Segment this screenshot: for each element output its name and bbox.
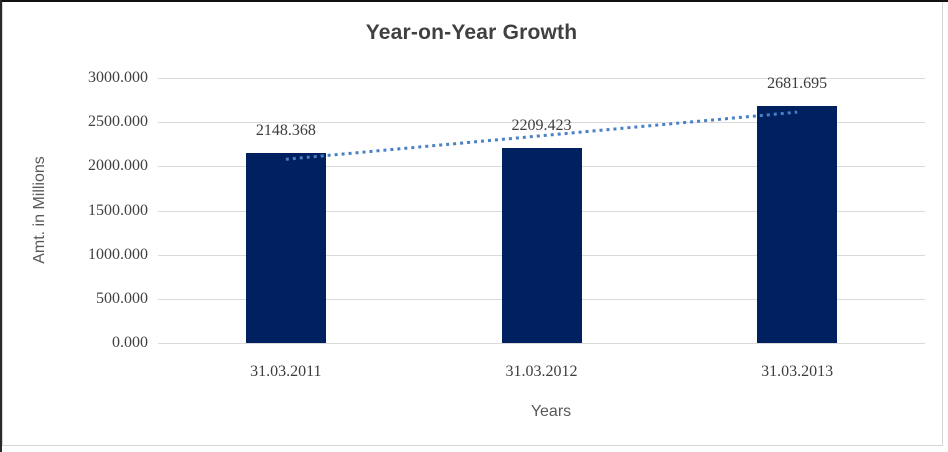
- y-tick-label: 3000.000: [88, 69, 148, 86]
- y-tick-label: 2500.000: [88, 113, 148, 131]
- bar-data-label: 2148.368: [255, 122, 316, 140]
- bar-data-label: 2681.695: [767, 75, 828, 93]
- x-category-label: 31.03.2013: [761, 363, 834, 380]
- y-tick-label: 1500.000: [88, 201, 148, 219]
- gridline: [158, 343, 925, 344]
- x-category-label: 31.03.2011: [250, 363, 322, 380]
- bar-data-label: 2209.423: [511, 116, 572, 134]
- x-category-label: 31.03.2012: [505, 363, 578, 380]
- gridline: [158, 78, 925, 79]
- window-left-border: [0, 0, 2, 452]
- chart-title: Year-on-Year Growth: [365, 21, 578, 44]
- x-axis-title: Years: [530, 403, 572, 420]
- y-tick-label: 500.000: [96, 289, 148, 307]
- y-tick-label: 2000.000: [88, 157, 148, 175]
- y-axis-title: Amt. in Millions: [31, 156, 48, 264]
- bar-31.03.2013[interactable]: [757, 106, 838, 343]
- bar-31.03.2011[interactable]: [245, 153, 326, 343]
- window-top-border: [0, 0, 948, 2]
- y-tick-label: 1000.000: [88, 245, 148, 263]
- bar-31.03.2012[interactable]: [501, 147, 582, 343]
- y-tick-label: 0.000: [112, 334, 148, 351]
